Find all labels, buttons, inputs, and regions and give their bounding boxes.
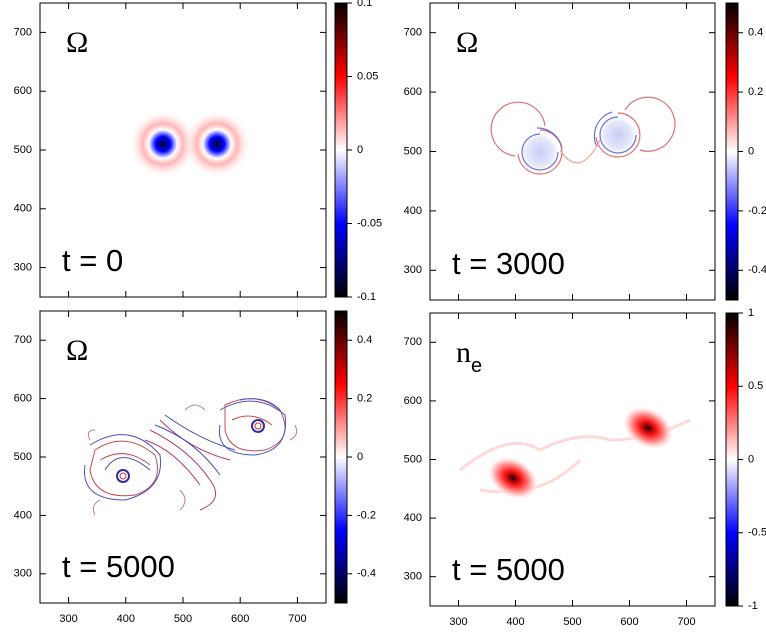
colorbar-tick-label: 0 [748, 145, 754, 157]
panel-title: Ω [66, 334, 88, 367]
title-subscript: e [471, 355, 482, 377]
x-tick-label: 300 [59, 613, 77, 625]
colorbar [334, 310, 348, 604]
x-tick-label: 600 [620, 616, 638, 628]
time-annotation: t = 5000 [62, 549, 175, 584]
y-tick-label: 400 [404, 512, 422, 524]
x-tick-label: 300 [449, 616, 467, 628]
y-tick-label: 600 [404, 395, 422, 407]
colorbar-tick-label: -0.05 [357, 217, 382, 229]
y-tick-label: 700 [404, 27, 422, 39]
colorbar-tick-label: -0.2 [748, 205, 766, 217]
title-main: n [456, 336, 471, 369]
colorbar-tick-label: 0.2 [748, 86, 763, 98]
colorbar-tick-label: 0.05 [357, 70, 378, 82]
colorbar-tick-label: 0.2 [357, 393, 372, 405]
field-2 [490, 96, 676, 175]
colorbar-tick-label: -0.1 [357, 291, 376, 303]
y-tick-label: 700 [404, 336, 422, 348]
time-annotation: t = 5000 [452, 552, 565, 587]
colorbar-tick-label: -0.5 [748, 527, 766, 539]
y-tick-label: 500 [14, 451, 32, 463]
colorbar-tick-label: 0.4 [357, 334, 372, 346]
panel-title: Ω [66, 26, 88, 59]
y-tick-label: 400 [404, 205, 422, 217]
colorbar [725, 312, 739, 607]
y-tick-label: 600 [404, 86, 422, 98]
colorbar-tick-label: 0 [357, 451, 363, 463]
title-main: Ω [66, 26, 88, 59]
title-main: Ω [456, 26, 478, 59]
colorbar [334, 2, 348, 298]
x-tick-label: 500 [563, 616, 581, 628]
field-4 [459, 405, 691, 501]
colorbar-tick-label: -0.4 [357, 568, 376, 580]
colorbar-tick-label: 0 [748, 453, 754, 465]
y-tick-label: 700 [14, 26, 32, 38]
colorbar-tick-label: 1 [748, 307, 754, 319]
colorbar-tick-label: -0.2 [357, 509, 376, 521]
x-tick-label: 500 [174, 613, 192, 625]
colorbar-tick-label: -1 [748, 600, 758, 612]
x-tick-label: 700 [288, 613, 306, 625]
y-tick-label: 600 [14, 393, 32, 405]
x-tick-label: 700 [677, 616, 695, 628]
time-annotation: t = 3000 [452, 246, 565, 281]
field-1 [129, 110, 251, 178]
time-annotation: t = 0 [62, 243, 123, 278]
y-tick-label: 300 [404, 571, 422, 583]
x-tick-label: 400 [117, 613, 135, 625]
x-tick-label: 600 [231, 613, 249, 625]
y-tick-label: 300 [14, 568, 32, 580]
field-3 [84, 398, 298, 516]
y-tick-label: 300 [14, 262, 32, 274]
panel-title: ne [456, 336, 482, 377]
y-tick-label: 400 [14, 509, 32, 521]
colorbar-tick-label: -0.4 [748, 264, 766, 276]
y-tick-label: 400 [14, 203, 32, 215]
y-tick-label: 600 [14, 85, 32, 97]
y-tick-label: 500 [404, 145, 422, 157]
y-tick-label: 500 [404, 453, 422, 465]
colorbar [725, 2, 739, 301]
colorbar-tick-label: 0.1 [357, 0, 372, 9]
colorbar-tick-label: 0 [357, 144, 363, 156]
y-tick-label: 700 [14, 334, 32, 346]
title-main: Ω [66, 334, 88, 367]
colorbar-tick-label: 0.5 [748, 380, 763, 392]
y-tick-label: 300 [404, 264, 422, 276]
y-tick-label: 500 [14, 144, 32, 156]
x-tick-label: 400 [506, 616, 524, 628]
colorbar-tick-label: 0.4 [748, 27, 763, 39]
panel-title: Ω [456, 26, 478, 59]
